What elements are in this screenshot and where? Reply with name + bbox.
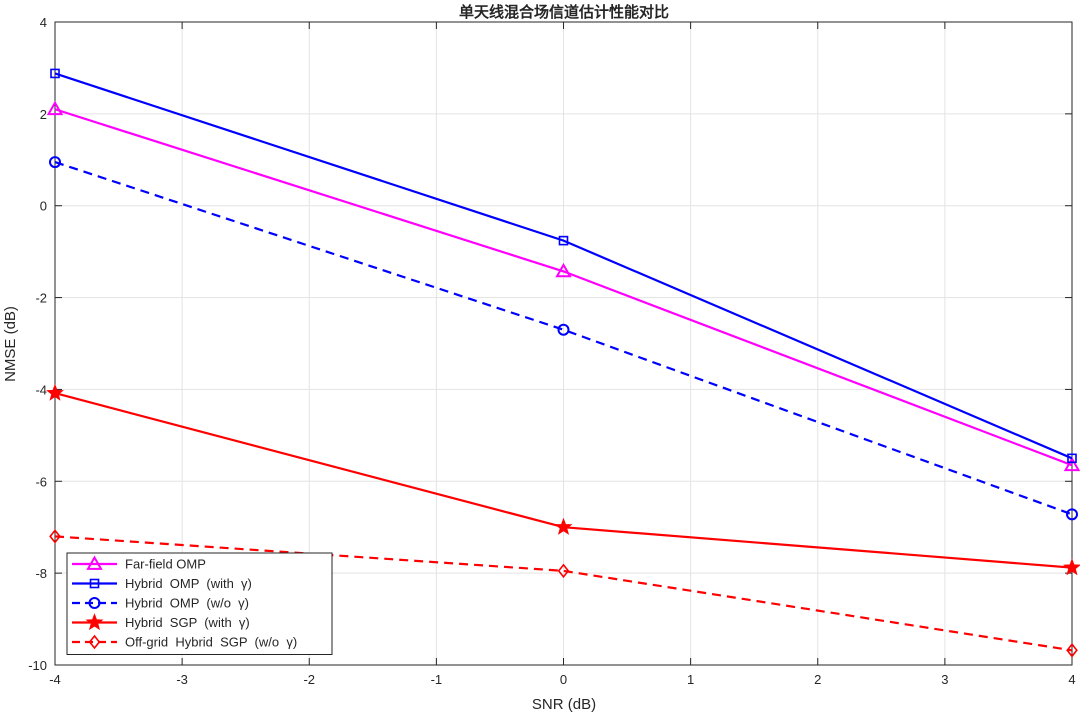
chart-title: 单天线混合场信道估计性能对比 bbox=[459, 3, 669, 21]
y-tick-label-6: 2 bbox=[40, 107, 47, 122]
series-lines bbox=[46, 68, 1080, 658]
x-tick-label-5: 1 bbox=[687, 672, 694, 687]
legend-label-3: Hybrid SGP (with γ) bbox=[125, 615, 250, 630]
x-tick-label-6: 2 bbox=[814, 672, 821, 687]
legend-marker-3 bbox=[85, 613, 104, 631]
data-point-2-0 bbox=[49, 156, 61, 169]
legend-marker-2 bbox=[88, 597, 101, 609]
legend-entry-1: Hybrid OMP (with γ) bbox=[72, 576, 252, 591]
x-tick-label-3: -1 bbox=[431, 672, 443, 687]
data-point-3-1 bbox=[554, 517, 573, 535]
y-axis-label: NMSE (dB) bbox=[2, 306, 19, 382]
x-tick-label-4: 0 bbox=[560, 672, 567, 687]
series-line-4 bbox=[54, 535, 1073, 652]
y-tick-label-7: 4 bbox=[40, 15, 47, 30]
x-tick-label-2: -2 bbox=[303, 672, 315, 687]
legend: Far-field OMP Hybrid OMP (with γ) Hybrid O… bbox=[66, 552, 333, 655]
series-1 bbox=[50, 68, 1077, 464]
legend-entry-0: Far-field OMP bbox=[72, 555, 206, 572]
data-point-2-1 bbox=[557, 323, 570, 336]
series-0 bbox=[46, 100, 1080, 472]
y-tick-label-4: -2 bbox=[35, 291, 47, 306]
data-point-0-2 bbox=[1063, 456, 1080, 472]
data-point-4-0 bbox=[49, 529, 61, 544]
legend-entry-3: Hybrid SGP (with γ) bbox=[72, 613, 250, 631]
data-point-1-0 bbox=[50, 68, 60, 79]
x-tick-label-7: 3 bbox=[941, 672, 948, 687]
data-point-1-1 bbox=[558, 235, 569, 246]
data-point-3-0 bbox=[46, 383, 64, 401]
legend-label-1: Hybrid OMP (with γ) bbox=[125, 576, 252, 591]
y-tick-label-3: -4 bbox=[35, 382, 47, 397]
data-point-3-2 bbox=[1063, 558, 1080, 576]
series-2 bbox=[49, 156, 1078, 521]
legend-label-4: Off-grid Hybrid SGP (w/o γ) bbox=[125, 635, 297, 650]
x-axis-label: SNR (dB) bbox=[532, 696, 596, 713]
legend-label-0: Far-field OMP bbox=[125, 557, 206, 572]
data-point-4-1 bbox=[557, 563, 570, 579]
data-point-0-0 bbox=[46, 100, 64, 116]
data-point-1-2 bbox=[1067, 453, 1077, 464]
series-3 bbox=[46, 383, 1080, 576]
x-tick-label-1: -3 bbox=[176, 672, 188, 687]
data-point-0-1 bbox=[555, 262, 572, 278]
y-tick-label-5: 0 bbox=[40, 199, 47, 214]
legend-label-2: Hybrid OMP (w/o γ) bbox=[125, 596, 249, 611]
data-point-2-2 bbox=[1066, 508, 1078, 521]
series-4 bbox=[49, 529, 1078, 658]
x-tick-label-0: -4 bbox=[49, 672, 61, 687]
x-tick-label-8: 4 bbox=[1068, 672, 1075, 687]
y-tick-label-2: -6 bbox=[35, 474, 47, 489]
data-point-4-2 bbox=[1066, 643, 1078, 658]
legend-marker-1 bbox=[89, 578, 100, 589]
series-line-0 bbox=[54, 108, 1073, 467]
y-tick-label-0: -10 bbox=[28, 658, 47, 673]
y-tick-label-1: -8 bbox=[35, 566, 47, 581]
legend-entry-2: Hybrid OMP (w/o γ) bbox=[72, 596, 249, 611]
legend-marker-0 bbox=[86, 555, 103, 570]
series-line-1 bbox=[54, 72, 1073, 460]
legend-marker-4 bbox=[88, 634, 101, 650]
legend-entry-4: Off-grid Hybrid SGP (w/o γ) bbox=[72, 635, 297, 650]
